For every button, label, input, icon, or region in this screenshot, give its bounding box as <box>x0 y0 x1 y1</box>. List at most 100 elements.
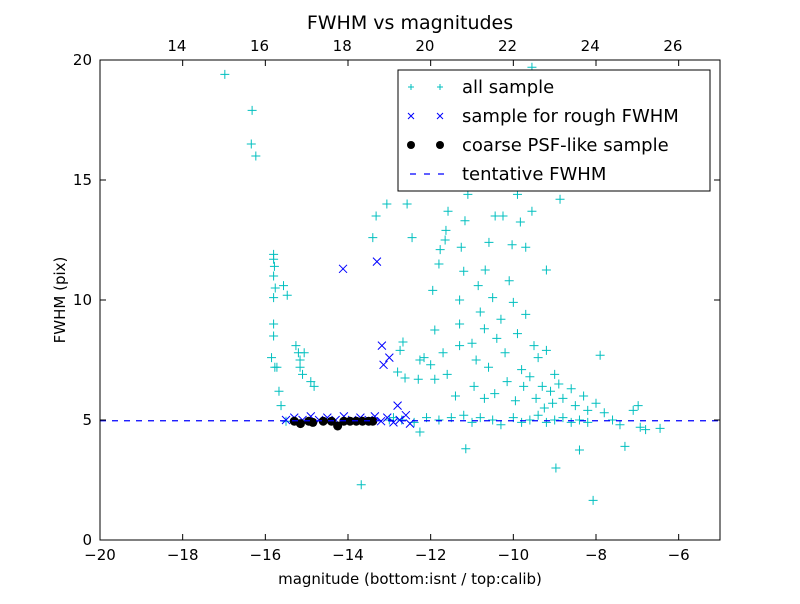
all-sample-point <box>570 401 580 411</box>
all-sample-point <box>291 341 301 351</box>
all-sample-point <box>269 293 279 303</box>
all-sample-point <box>502 377 512 387</box>
all-sample-point <box>461 444 471 454</box>
all-sample-point <box>395 345 405 355</box>
all-sample-point <box>475 413 485 423</box>
legend-label: tentative FWHM <box>462 164 606 185</box>
all-sample-point <box>382 199 392 209</box>
all-sample-point <box>469 381 479 391</box>
all-sample-point <box>537 381 547 391</box>
all-sample-point <box>393 367 403 377</box>
all-sample-point <box>484 237 494 247</box>
coarse-psf-point <box>357 416 367 426</box>
all-sample-point <box>574 445 584 455</box>
all-sample-point <box>583 417 593 427</box>
rough-fwhm-point <box>401 410 411 420</box>
all-sample-point <box>525 415 535 425</box>
all-sample-point <box>269 319 279 329</box>
all-sample-point <box>488 415 498 425</box>
rough-fwhm-point <box>338 264 348 274</box>
x-tick-label: −14 <box>332 546 364 564</box>
all-sample-point <box>484 362 494 372</box>
coarse-psf-point <box>308 417 318 427</box>
all-sample-point <box>269 254 279 264</box>
rough-fwhm-point <box>281 415 291 425</box>
all-sample-point <box>583 405 593 415</box>
all-sample-point <box>295 362 305 372</box>
x-tick-label: −20 <box>84 546 116 564</box>
all-sample-point <box>400 373 410 383</box>
all-sample-point <box>551 463 561 473</box>
all-sample-point <box>521 309 531 319</box>
chart-title: FWHM vs magnitudes <box>307 12 513 34</box>
all-sample-point <box>527 206 537 216</box>
all-sample-point <box>247 105 257 115</box>
all-sample-point <box>306 377 316 387</box>
all-sample-point <box>441 225 451 235</box>
all-sample-point <box>525 372 535 382</box>
legend: all sample sample for rough FWHM coarse PS… <box>397 69 711 192</box>
x-tick-label: −8 <box>585 546 607 564</box>
all-sample-point <box>272 362 282 372</box>
x-tick-label: −12 <box>415 546 447 564</box>
all-sample-point <box>608 415 618 425</box>
top-x-tick-label: 22 <box>498 37 517 55</box>
all-sample-point <box>507 240 517 250</box>
all-sample-point <box>443 206 453 216</box>
all-sample-point <box>480 265 490 275</box>
all-sample-point <box>490 211 500 221</box>
top-x-tick-label: 18 <box>333 37 352 55</box>
all-sample-point <box>539 403 549 413</box>
all-sample-point <box>309 381 319 391</box>
all-sample-point <box>460 216 470 226</box>
all-sample-point <box>415 355 425 365</box>
all-sample-point <box>397 415 407 425</box>
all-sample-point <box>220 69 230 79</box>
all-sample-point <box>498 211 508 221</box>
y-tick-label: 20 <box>73 51 92 69</box>
all-sample-point <box>428 285 438 295</box>
plot-area <box>100 62 720 505</box>
all-sample-point <box>555 194 565 204</box>
coarse-psf-point <box>318 416 328 426</box>
all-sample-point <box>558 413 568 423</box>
all-sample-point <box>442 369 452 379</box>
all-sample-point <box>496 420 506 430</box>
all-sample-point <box>599 408 609 418</box>
top-x-tick-label: 24 <box>581 37 600 55</box>
all-sample-point <box>512 329 522 339</box>
y-axis-label: FWHM (pix) <box>51 257 69 344</box>
all-sample-point <box>508 297 518 307</box>
all-sample-point <box>282 290 292 300</box>
all-sample-point <box>450 391 460 401</box>
all-sample-point <box>517 365 527 375</box>
all-sample-point <box>510 396 520 406</box>
all-sample-point <box>533 353 543 363</box>
x-tick-label: −16 <box>250 546 282 564</box>
all-sample-point <box>554 379 564 389</box>
legend-label: all sample <box>462 77 554 98</box>
all-sample-point <box>276 401 286 411</box>
all-sample-point <box>434 259 444 269</box>
legend-x-icon <box>436 112 444 120</box>
all-sample-point <box>371 211 381 221</box>
all-sample-point <box>529 341 539 351</box>
all-sample-point <box>515 217 525 227</box>
all-sample-point <box>566 384 576 394</box>
y-tick-label: 5 <box>82 411 92 429</box>
all-sample-point <box>430 374 440 384</box>
axis-ticks: −20 −18 −16 −14 −12 −10 −8 −6 0 5 10 15 20 14 16 18 20 22… <box>73 37 720 564</box>
all-sample-point <box>246 139 256 149</box>
all-sample-point <box>426 360 436 370</box>
all-sample-point <box>467 417 477 427</box>
all-sample-point <box>356 480 366 490</box>
all-sample-point <box>473 281 483 291</box>
plot-frame <box>99 59 721 541</box>
x-tick-label: −6 <box>668 546 690 564</box>
all-sample-point <box>496 314 506 324</box>
all-sample-point <box>456 242 466 252</box>
all-sample-point <box>550 415 560 425</box>
legend-plus-icon <box>408 84 414 90</box>
all-sample-point <box>574 415 584 425</box>
